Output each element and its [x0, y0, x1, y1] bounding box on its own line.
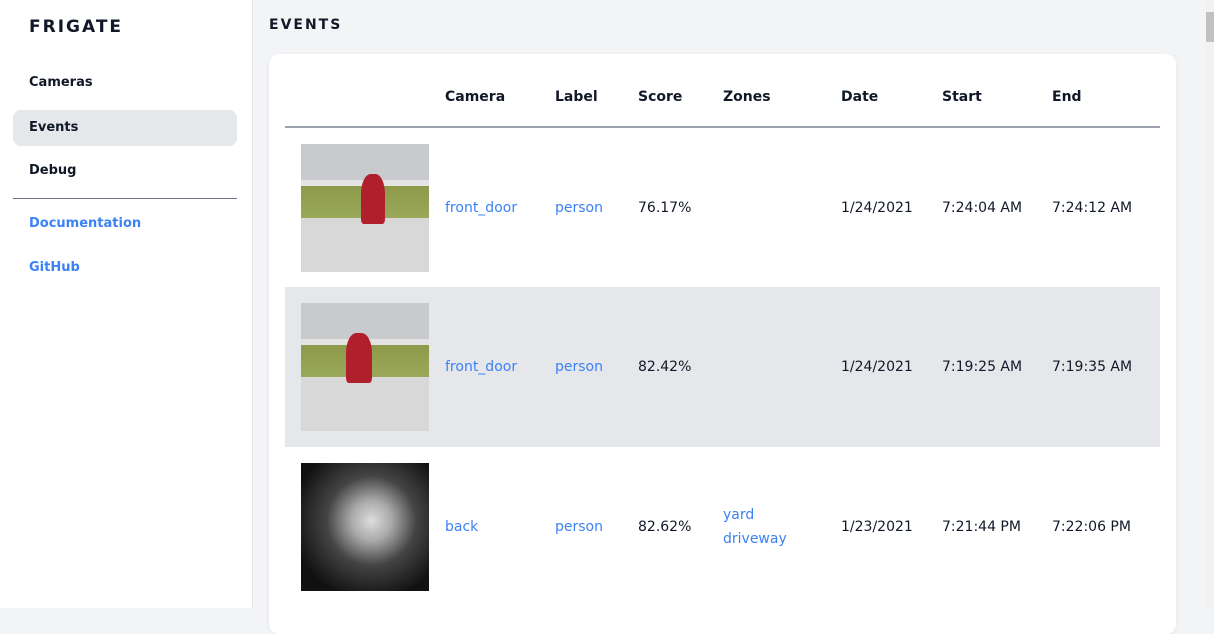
header-start: Start	[942, 68, 1052, 128]
event-thumbnail[interactable]	[301, 143, 429, 272]
label-link[interactable]: person	[555, 519, 603, 535]
zone-link[interactable]: driveway	[723, 531, 787, 547]
sidebar-item-cameras[interactable]: Cameras	[29, 75, 93, 90]
table-row[interactable]: front_door person 76.17% 1/24/2021 7:24:…	[285, 127, 1160, 287]
label-link[interactable]: person	[555, 199, 603, 216]
score: 82.62%	[638, 519, 692, 535]
score: 76.17%	[638, 199, 692, 216]
table-row[interactable]: front_door person 82.42% 1/24/2021 7:19:…	[285, 287, 1160, 447]
date: 1/23/2021	[841, 519, 913, 535]
link-documentation[interactable]: Documentation	[29, 216, 142, 231]
zones: yard driveway	[723, 447, 841, 607]
header-date: Date	[841, 68, 942, 128]
header-thumbnail	[285, 68, 445, 128]
zones	[723, 287, 841, 447]
sidebar-item-debug[interactable]: Debug	[29, 163, 77, 178]
sidebar: FRIGATE Cameras Events Debug Documentati…	[0, 0, 253, 608]
table-row[interactable]: back person 82.62% yard driveway 1/23/202…	[285, 447, 1160, 607]
label-link[interactable]: person	[555, 287, 638, 447]
start-time: 7:19:25 AM	[942, 287, 1052, 447]
start-time: 7:21:44 PM	[942, 519, 1021, 535]
link-github[interactable]: GitHub	[29, 260, 80, 275]
zones	[723, 127, 841, 287]
score: 82.42%	[638, 287, 723, 447]
event-thumbnail[interactable]	[301, 463, 429, 591]
zone-link[interactable]: yard	[723, 507, 755, 523]
camera-link[interactable]: front_door	[445, 199, 518, 216]
camera-link[interactable]: front_door	[445, 287, 555, 447]
event-thumbnail[interactable]	[301, 303, 429, 431]
brand-logo: FRIGATE	[29, 17, 124, 37]
scrollbar-thumb[interactable]	[1206, 12, 1214, 42]
date: 1/24/2021	[841, 287, 942, 447]
events-card: Camera Label Score Zones Date Start End …	[269, 54, 1176, 634]
header-score: Score	[638, 68, 723, 128]
date: 1/24/2021	[841, 199, 913, 216]
header-end: End	[1052, 68, 1160, 128]
end-time: 7:24:12 AM	[1052, 199, 1133, 216]
end-time: 7:22:06 PM	[1052, 519, 1131, 535]
page-title: EVENTS	[269, 17, 343, 33]
scrollbar[interactable]	[1206, 0, 1214, 608]
sidebar-divider	[13, 198, 237, 199]
end-time: 7:19:35 AM	[1052, 287, 1160, 447]
events-table: Camera Label Score Zones Date Start End …	[285, 68, 1160, 607]
start-time: 7:24:04 AM	[942, 199, 1023, 216]
sidebar-item-events[interactable]: Events	[13, 110, 237, 146]
camera-link[interactable]: back	[445, 519, 479, 535]
header-label: Label	[555, 68, 638, 128]
header-zones: Zones	[723, 68, 841, 128]
header-camera: Camera	[445, 68, 555, 128]
table-header: Camera Label Score Zones Date Start End	[285, 68, 1160, 128]
